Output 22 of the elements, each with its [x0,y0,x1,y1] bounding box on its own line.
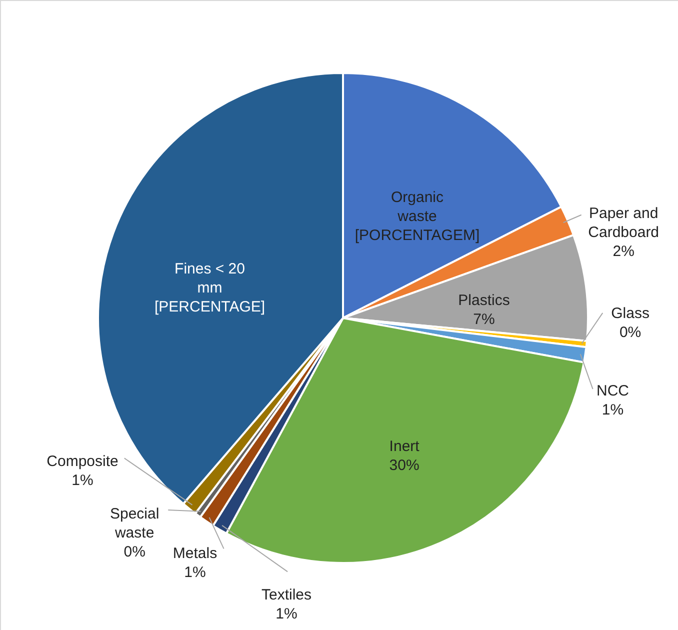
slice-label: NCC [596,382,630,400]
data-label: 0% [124,544,146,561]
slice-label: Textiles [261,586,312,604]
data-label: [PERCENTAGE] [154,298,266,316]
slice-label: Paper and Cardboard [588,204,660,241]
slice-label: Fines < 20 mm [174,260,245,297]
slice-label: Metals [172,545,218,562]
data-label: 1% [276,605,298,622]
slice-label: Inert [389,438,420,456]
slice-label: Special waste [110,506,160,542]
slice-label: Glass [611,304,650,322]
data-label: 1% [602,401,624,418]
data-label: 1% [184,564,206,582]
data-label: 2% [612,242,634,260]
data-label: 0% [619,324,642,341]
slice-label: Composite [46,452,118,470]
data-label: [PORCENTAGEM] [354,226,480,244]
data-label: 7% [473,311,495,328]
data-label: 30% [389,457,420,474]
data-label: 1% [72,472,94,489]
slice-label: Organic waste [390,188,444,225]
slice-label: Plastics [458,292,510,310]
